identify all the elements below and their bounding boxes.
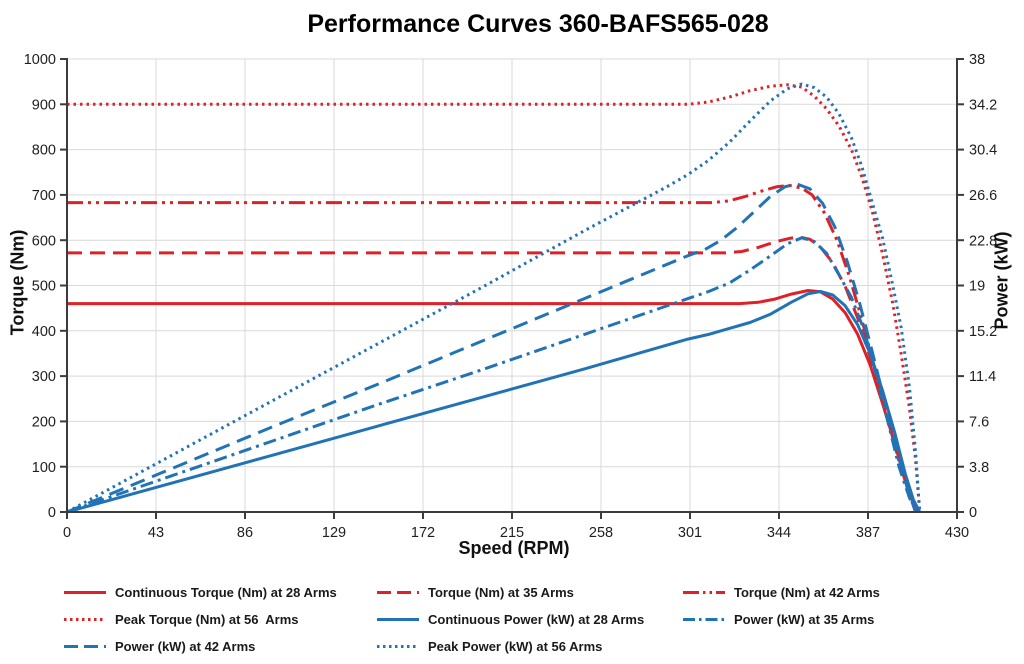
x-tick-label: 43 bbox=[148, 525, 164, 541]
y-right-tick-label: 7.6 bbox=[969, 414, 989, 430]
legend-swatch-dot bbox=[377, 645, 419, 648]
y-right-tick-label: 15.2 bbox=[969, 324, 997, 340]
x-tick-label: 172 bbox=[411, 525, 435, 541]
legend-label: Continuous Torque (Nm) at 28 Arms bbox=[115, 585, 337, 600]
x-tick-label: 0 bbox=[63, 525, 71, 541]
legend-item-3: Peak Torque (Nm) at 56 Arms bbox=[63, 609, 376, 630]
series-curve-1 bbox=[67, 235, 920, 513]
x-axis-title: Speed (RPM) bbox=[458, 538, 570, 558]
chart-title: Performance Curves 360-BAFS565-028 bbox=[307, 10, 769, 38]
x-tick-label: 301 bbox=[678, 525, 702, 541]
x-tick-label: 129 bbox=[322, 525, 346, 541]
y-right-tick-label: 11.4 bbox=[969, 369, 996, 385]
legend-label: Continuous Power (kW) at 28 Arms bbox=[428, 612, 645, 627]
legend-swatch-dot bbox=[64, 618, 106, 621]
y-left-tick-label: 0 bbox=[48, 505, 56, 521]
x-tick-label: 344 bbox=[767, 525, 791, 541]
y-left-tick-label: 1000 bbox=[24, 52, 56, 68]
y-left-tick-label: 900 bbox=[32, 97, 56, 113]
series-curve-0 bbox=[67, 289, 920, 513]
legend-swatch-dash bbox=[377, 591, 419, 594]
y-right-tick-label: 30.4 bbox=[969, 143, 997, 159]
legend-swatch-dash bbox=[64, 645, 106, 648]
series-curve-5 bbox=[66, 236, 919, 514]
y-right-tick-label: 22.8 bbox=[969, 233, 997, 249]
y-right-tick-label: 26.6 bbox=[969, 188, 997, 204]
legend-label: Peak Power (kW) at 56 Arms bbox=[428, 639, 603, 654]
legend-label: Torque (Nm) at 42 Arms bbox=[734, 585, 880, 600]
y-right-tick-label: 34.2 bbox=[969, 97, 997, 113]
series-curve-4 bbox=[66, 290, 922, 514]
y-right-tick-label: 19 bbox=[969, 279, 985, 295]
legend-item-5: Power (kW) at 35 Arms bbox=[682, 609, 880, 630]
x-tick-label: 86 bbox=[237, 525, 253, 541]
x-tick-label: 215 bbox=[500, 525, 524, 541]
legend-swatch-dashdotdot bbox=[683, 591, 725, 594]
legend-swatch-dashdot bbox=[683, 618, 725, 621]
legend-item-1: Torque (Nm) at 35 Arms bbox=[376, 582, 682, 603]
legend-item-4: Continuous Power (kW) at 28 Arms bbox=[376, 609, 682, 630]
x-tick-label: 430 bbox=[945, 525, 969, 541]
x-tick-label: 387 bbox=[856, 525, 880, 541]
y-left-tick-label: 200 bbox=[32, 414, 56, 430]
x-tick-label: 258 bbox=[589, 525, 613, 541]
legend-item-6: Power (kW) at 42 Arms bbox=[63, 636, 376, 657]
legend-item-7: Peak Power (kW) at 56 Arms bbox=[376, 636, 682, 657]
series-curve-2 bbox=[67, 183, 918, 513]
series-curve-3 bbox=[67, 83, 922, 513]
legend-item-0: Continuous Torque (Nm) at 28 Arms bbox=[63, 582, 376, 603]
y-right-tick-label: 0 bbox=[969, 505, 977, 521]
y-axis-right-title: Power (kW) bbox=[991, 231, 1012, 330]
y-left-tick-label: 600 bbox=[32, 233, 56, 249]
plot-area: 0 100 200 300 400 500 600 700 800 900 1000 0 3.8 7.6 1… bbox=[24, 52, 998, 541]
legend-label: Peak Torque (Nm) at 56 Arms bbox=[115, 612, 299, 627]
y-left-tick-label: 400 bbox=[32, 324, 56, 340]
legend-swatch-solid bbox=[64, 591, 106, 594]
y-axis-left-title: Torque (Nm) bbox=[7, 229, 28, 336]
y-left-tick-label: 100 bbox=[32, 460, 56, 476]
legend-item-2: Torque (Nm) at 42 Arms bbox=[682, 582, 880, 603]
series-curve-7 bbox=[66, 82, 922, 514]
y-left-tick-label: 300 bbox=[32, 369, 56, 385]
legend-label: Power (kW) at 42 Arms bbox=[115, 639, 256, 654]
y-left-tick-label: 700 bbox=[32, 188, 56, 204]
y-left-tick-label: 800 bbox=[32, 143, 56, 159]
series-curve-6 bbox=[66, 182, 918, 514]
legend-swatch-solid bbox=[377, 618, 419, 621]
y-left-tick-label: 500 bbox=[32, 279, 56, 295]
y-right-tick-label: 3.8 bbox=[969, 460, 989, 476]
y-right-tick-label: 38 bbox=[969, 52, 985, 68]
legend-label: Torque (Nm) at 35 Arms bbox=[428, 585, 574, 600]
legend: Continuous Torque (Nm) at 28 Arms Torque … bbox=[63, 582, 880, 657]
legend-label: Power (kW) at 35 Arms bbox=[734, 612, 875, 627]
